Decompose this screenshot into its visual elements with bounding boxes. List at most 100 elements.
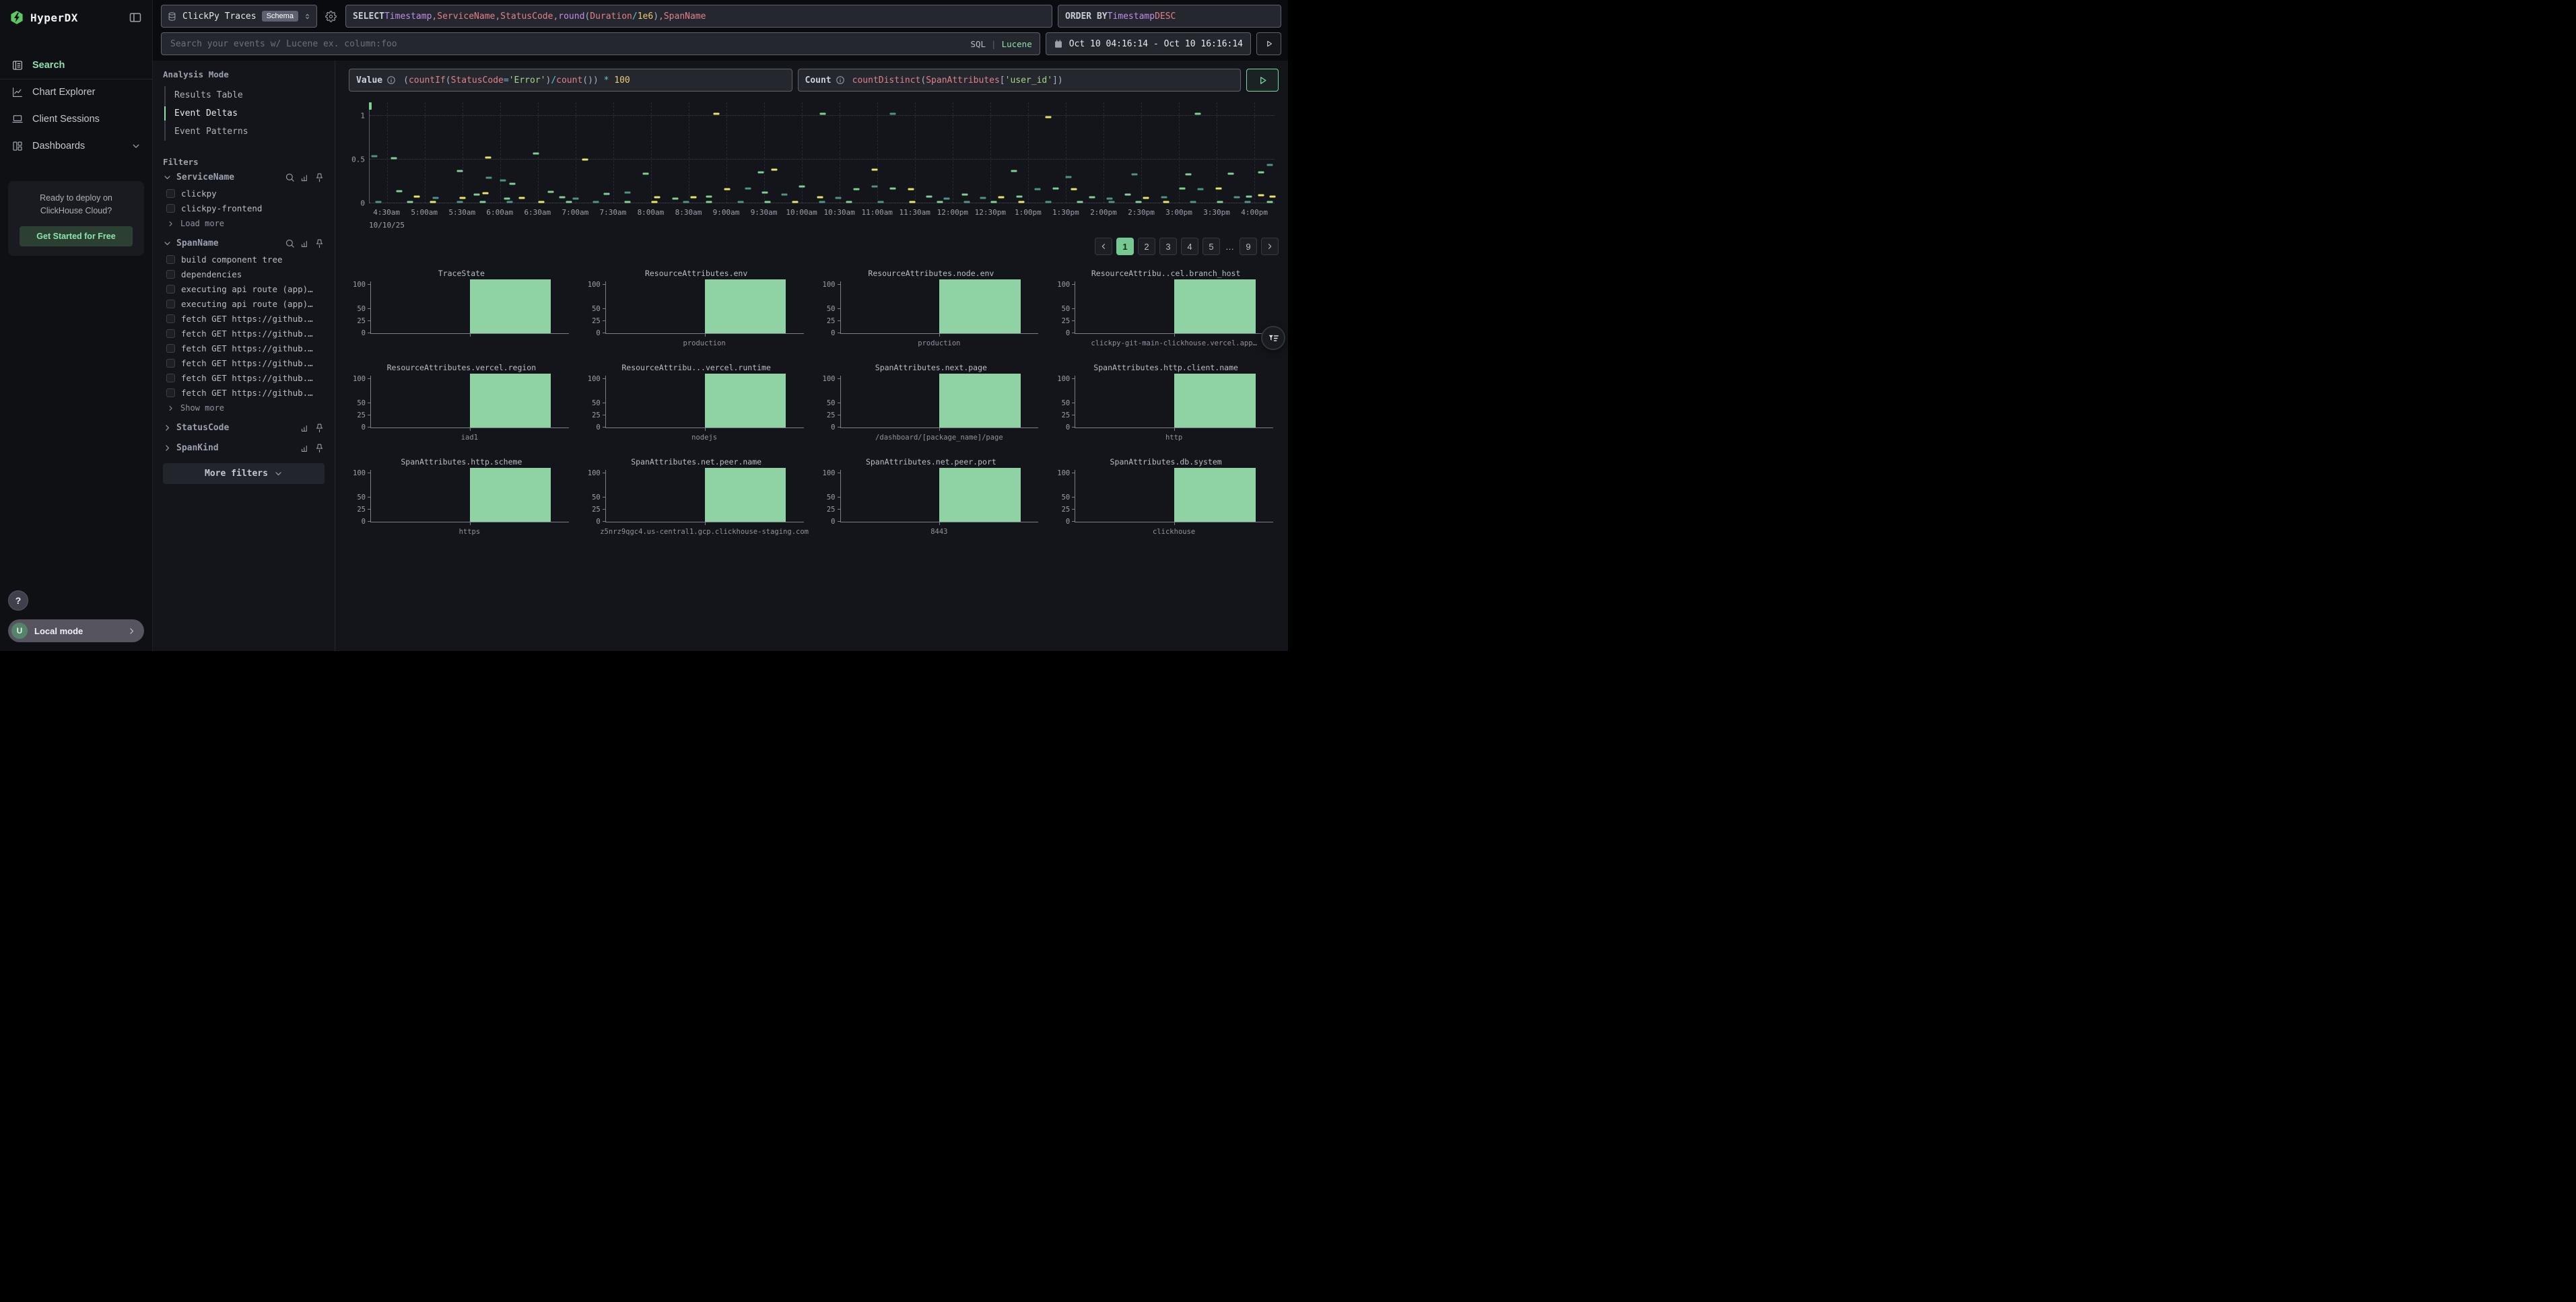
filter-group-title[interactable]: ServiceName [176, 172, 234, 182]
filter-value-label[interactable]: fetch GET https://github.… [181, 314, 313, 324]
analysis-mode-event-patterns[interactable]: Event Patterns [166, 123, 325, 141]
pagination-page-4[interactable]: 4 [1181, 238, 1198, 255]
search-icon[interactable] [285, 172, 295, 182]
chevron-right-icon[interactable] [163, 423, 172, 432]
filter-checkbox[interactable] [166, 314, 175, 323]
pin-icon[interactable] [314, 238, 325, 248]
filter-value-label[interactable]: dependencies [181, 269, 242, 279]
filter-group-title[interactable]: SpanName [176, 238, 219, 248]
mini-chart-bar[interactable] [939, 374, 1020, 427]
lucene-mode-label[interactable]: Lucene [1002, 39, 1032, 49]
filter-value-label[interactable]: executing api route (app)… [181, 299, 313, 309]
mini-chart-bar[interactable] [470, 279, 551, 333]
analysis-mode-event-deltas[interactable]: Event Deltas [166, 104, 325, 123]
search-submit-button[interactable] [1256, 32, 1281, 55]
filter-group-title[interactable]: SpanKind [176, 443, 219, 453]
bar-chart-icon[interactable] [300, 238, 310, 248]
pagination-next[interactable] [1261, 238, 1279, 255]
pagination-page-3[interactable]: 3 [1159, 238, 1177, 255]
pin-icon[interactable] [314, 443, 325, 453]
mini-chart-bar[interactable] [1174, 374, 1255, 427]
filter-checkbox[interactable] [166, 374, 175, 382]
more-filters-button[interactable]: More filters [163, 463, 325, 484]
mini-chart-bar[interactable] [705, 279, 786, 333]
mini-chart-bar[interactable] [705, 374, 786, 427]
filter-group-header[interactable]: SpanName [163, 238, 325, 248]
source-settings-button[interactable] [323, 5, 340, 28]
sidebar-collapse-button[interactable] [128, 11, 143, 24]
source-selector[interactable]: ClickPy Traces Schema [161, 5, 317, 28]
filter-value-label[interactable]: clickpy-frontend [181, 203, 262, 213]
data-point [376, 201, 382, 203]
bar-chart-icon[interactable] [300, 443, 310, 453]
pagination-page-2[interactable]: 2 [1138, 238, 1155, 255]
expression-row: Value (countIf(StatusCode='Error')/count… [349, 69, 1279, 92]
chevron-down-icon[interactable] [163, 239, 172, 248]
pin-icon[interactable] [314, 423, 325, 433]
chevron-right-icon[interactable] [163, 444, 172, 452]
bar-chart-icon[interactable] [300, 423, 310, 433]
mini-chart-bar[interactable] [939, 279, 1020, 333]
pagination-page-9[interactable]: 9 [1240, 238, 1257, 255]
mini-chart-bar[interactable] [705, 468, 786, 522]
filter-value-label[interactable]: executing api route (app)… [181, 284, 313, 294]
filter-checkbox[interactable] [166, 329, 175, 338]
analysis-mode-results-table[interactable]: Results Table [166, 86, 325, 104]
count-expression-input[interactable]: Count countDistinct(SpanAttributes['user… [798, 69, 1242, 92]
mini-chart-bar[interactable] [470, 374, 551, 427]
pagination-prev[interactable] [1095, 238, 1112, 255]
filter-checkbox[interactable] [166, 204, 175, 213]
get-started-button[interactable]: Get Started for Free [20, 226, 133, 246]
filter-checkbox[interactable] [166, 344, 175, 353]
chevron-down-icon[interactable] [163, 173, 172, 182]
sql-mode-label[interactable]: SQL [970, 39, 986, 49]
pagination-page-5[interactable]: 5 [1202, 238, 1220, 255]
filter-checkbox[interactable] [166, 270, 175, 279]
search-icon[interactable] [285, 238, 295, 248]
pagination-page-1[interactable]: 1 [1116, 238, 1134, 255]
event-deltas-plot[interactable]: 00.51 [369, 102, 1275, 203]
filter-value-label[interactable]: clickpy [181, 189, 217, 199]
filter-group-header[interactable]: SpanKind [163, 443, 325, 453]
filter-value-label[interactable]: fetch GET https://github.… [181, 358, 313, 368]
sidebar-item-chart-explorer[interactable]: Chart Explorer [0, 79, 152, 106]
filter-checkbox[interactable] [166, 388, 175, 397]
value-expression-input[interactable]: Value (countIf(StatusCode='Error')/count… [349, 69, 792, 92]
filter-group-title[interactable]: StatusCode [176, 423, 229, 433]
data-point [1136, 201, 1142, 203]
bar-chart-icon[interactable] [300, 172, 310, 182]
data-point [1194, 112, 1200, 114]
filter-value-label[interactable]: build component tree [181, 254, 283, 265]
filter-value-label[interactable]: fetch GET https://github.… [181, 343, 313, 353]
filter-value-label[interactable]: fetch GET https://github.… [181, 329, 313, 339]
run-query-button[interactable] [1246, 69, 1279, 92]
mini-chart-bar[interactable] [470, 468, 551, 522]
syntax-token: , [495, 11, 500, 22]
select-columns-input[interactable]: SELECT Timestamp, ServiceName, StatusCod… [345, 5, 1052, 28]
order-by-input[interactable]: ORDER BY Timestamp DESC [1058, 5, 1281, 28]
show-more-link[interactable]: Show more [163, 400, 325, 413]
filter-checkbox[interactable] [166, 359, 175, 368]
help-button[interactable]: ? [8, 590, 28, 611]
filter-value-label[interactable]: fetch GET https://github.… [181, 388, 313, 398]
load-more-link[interactable]: Load more [163, 215, 325, 228]
pin-icon[interactable] [314, 172, 325, 182]
filter-checkbox[interactable] [166, 300, 175, 308]
sidebar-item-search[interactable]: Search [0, 52, 152, 79]
filter-checkbox[interactable] [166, 255, 175, 264]
sidebar-item-dashboards[interactable]: Dashboards [0, 133, 152, 160]
filter-value-label[interactable]: fetch GET https://github.… [181, 373, 313, 383]
filter-checkbox[interactable] [166, 189, 175, 198]
sidebar-item-client-sessions[interactable]: Client Sessions [0, 106, 152, 133]
mini-chart-bar[interactable] [939, 468, 1020, 522]
query-language-toggle[interactable]: SQL | Lucene [970, 39, 1031, 49]
filter-group-header[interactable]: StatusCode [163, 423, 325, 433]
filter-panel-toggle-button[interactable] [1261, 326, 1285, 350]
filter-checkbox[interactable] [166, 285, 175, 294]
mini-chart-bar[interactable] [1174, 468, 1255, 522]
search-input[interactable] [169, 38, 963, 50]
mini-chart-bar[interactable] [1174, 279, 1255, 333]
filter-group-header[interactable]: ServiceName [163, 172, 325, 182]
date-range-picker[interactable]: Oct 10 04:16:14 - Oct 10 16:16:14 [1046, 32, 1251, 55]
user-menu[interactable]: U Local mode [8, 619, 144, 642]
